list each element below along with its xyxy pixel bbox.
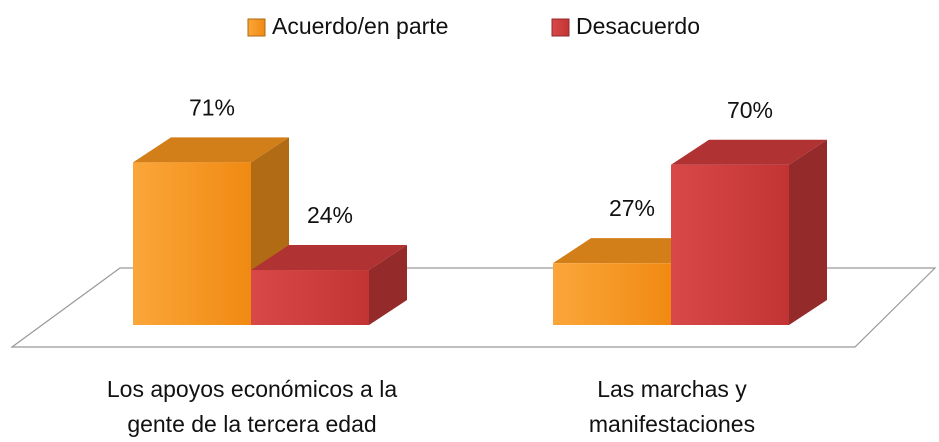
value-label: 24% [307,202,353,228]
legend-swatch [247,18,266,37]
x-tick-label: Los apoyos económicos a la [107,376,397,402]
bar [251,270,369,325]
value-label: 71% [189,94,235,120]
x-tick-label: Las marchas y [597,376,747,402]
value-label: 27% [609,195,655,221]
value-label: 70% [727,97,773,123]
x-tick-label: manifestaciones [589,411,755,437]
legend-label: Desacuerdo [576,13,700,39]
bar-top [553,238,709,264]
bar-top [133,137,289,163]
bar-side [789,139,827,325]
bar-3d [251,245,407,325]
bar-side [369,245,407,325]
x-tick-label: gente de la tercera edad [127,411,376,437]
legend-label: Acuerdo/en parte [272,13,448,39]
bar [553,263,671,325]
legend-swatch [551,18,570,37]
bar-3d [671,139,827,325]
bar [671,164,789,325]
bar-top [671,139,827,165]
bar-top [251,245,407,271]
bar [133,162,251,325]
